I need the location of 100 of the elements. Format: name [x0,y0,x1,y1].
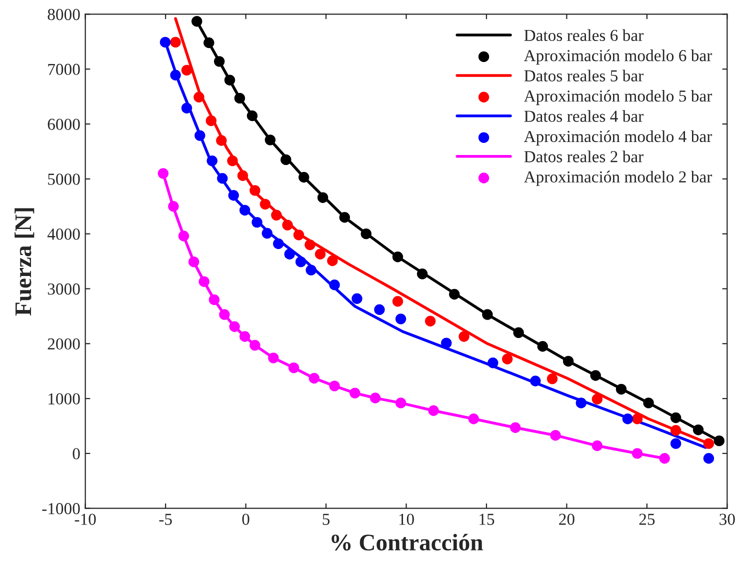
point [317,192,328,203]
point [298,172,310,183]
point [352,293,362,304]
y-tick-label: 3000 [48,283,80,295]
point [513,327,524,338]
point [643,398,654,408]
point [170,36,181,48]
point [502,354,513,364]
point [194,130,206,141]
point [234,92,246,104]
point [703,438,714,449]
point [329,380,340,392]
point [692,424,704,436]
point [482,309,493,320]
point [350,388,360,398]
point [530,376,541,386]
point [273,238,284,250]
point [308,372,320,384]
point [178,230,190,242]
x-tick-label: 20 [559,514,574,525]
point [395,398,406,408]
point [374,304,385,315]
y-tick-label: 4000 [47,228,80,240]
point [170,70,181,80]
point [339,212,350,223]
point [181,64,192,76]
legend-label: Aproximación modelo 4 bar [524,130,712,146]
legend-label: Datos reales 6 bar [524,29,644,42]
point [295,256,306,268]
point [288,362,300,374]
point [314,248,326,260]
point [158,168,169,179]
legend-label: Datos reales 2 bar [524,150,644,162]
x-tick-label: 30 [720,514,735,525]
y-tick-label: 1000 [48,393,80,404]
legend-label: Aproximación modelo 2 bar [524,170,712,186]
y-tick-label: 8000 [48,8,80,20]
point [424,316,436,326]
y-tick-label: 5000 [48,174,80,185]
point [370,392,381,404]
x-tick-label: 15 [480,514,494,525]
point [510,422,521,433]
point [546,373,558,384]
point [576,398,586,408]
point [590,370,601,381]
point [280,154,292,166]
point [168,201,179,212]
point [428,405,439,416]
point [632,414,643,424]
point [160,36,171,48]
point [395,314,406,324]
y-tick-label: 7000 [48,64,80,76]
y-tick-label: 2000 [48,338,80,350]
point [188,256,200,268]
x-tick-label: -5 [159,514,172,525]
legend-label: Datos reales 5 bar [524,70,644,82]
legend-label: Aproximación modelo 6 bar [524,49,712,65]
point [449,288,460,300]
x-axis-title: % Contracción [332,534,483,551]
point [237,170,248,181]
legend-label: Aproximación modelo 5 bar [524,90,712,106]
point [252,216,262,228]
y-tick-label: 0 [72,448,80,460]
x-tick-label: 0 [242,514,250,525]
point [268,352,279,364]
point [191,16,202,27]
x-tick-label: 25 [639,514,655,525]
point [284,248,295,260]
point [488,358,498,368]
point [198,276,210,287]
point [659,453,670,464]
point [537,341,548,352]
point [204,37,214,48]
point [217,173,228,184]
x-tick-label: -10 [74,514,96,525]
point [304,239,316,250]
point [327,255,338,266]
point [392,252,404,262]
point [714,435,724,446]
point [441,338,452,348]
point [616,384,627,395]
point [592,394,603,404]
point [632,448,643,459]
point [703,453,714,464]
point [260,198,271,210]
point [562,356,574,367]
point [458,331,470,342]
point [416,268,428,280]
point [592,440,603,452]
point [239,331,250,342]
point [271,210,282,221]
point [250,340,260,351]
point [227,155,238,166]
y-tick-label: -1000 [42,503,80,514]
point [293,230,304,240]
point [181,102,192,114]
y-axis-title: Fuerza [N] [14,208,34,316]
point [392,296,404,307]
point [216,135,227,146]
point [214,56,225,67]
